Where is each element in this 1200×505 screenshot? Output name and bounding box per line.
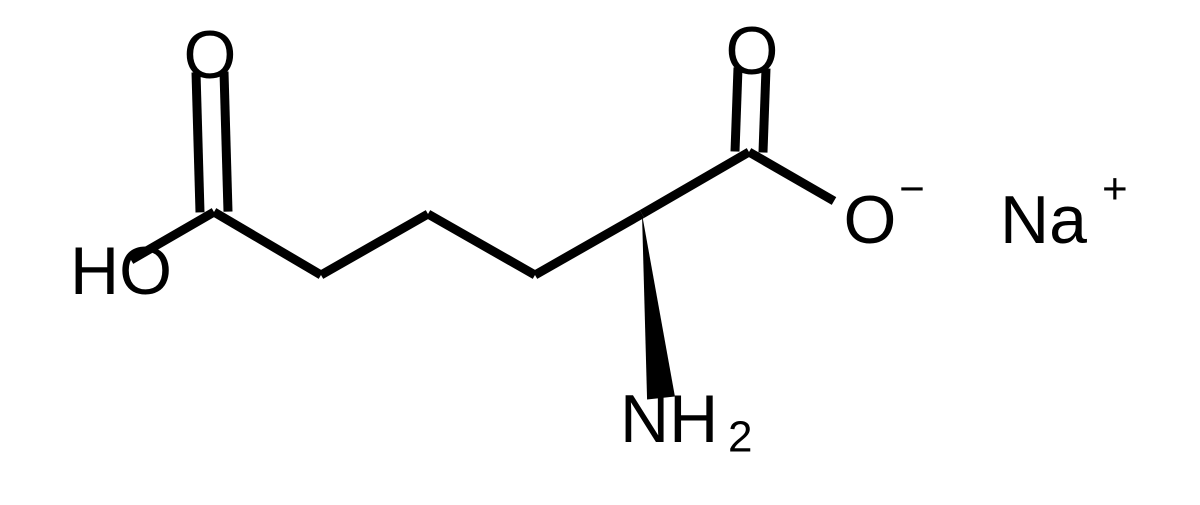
label-O6: O (726, 13, 779, 89)
label-Ominus_O: O (844, 182, 897, 258)
label-O1: O (184, 17, 237, 93)
label-NH2_2: 2 (728, 413, 752, 462)
label-HO: HO (70, 233, 172, 309)
label-Ominus_charge: − (899, 165, 925, 214)
label-Na: Na (1000, 182, 1087, 258)
label-Na_plus: + (1102, 165, 1128, 214)
bonds-layer (131, 68, 834, 400)
label-NH2_N: NH (620, 381, 718, 457)
molecule-diagram: OOHOO−NH2Na+ (0, 0, 1200, 505)
